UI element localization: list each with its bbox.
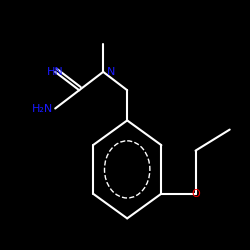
Text: O: O bbox=[191, 189, 200, 199]
Text: HN: HN bbox=[47, 67, 64, 77]
Text: N: N bbox=[107, 67, 115, 77]
Text: H₂N: H₂N bbox=[32, 104, 53, 114]
